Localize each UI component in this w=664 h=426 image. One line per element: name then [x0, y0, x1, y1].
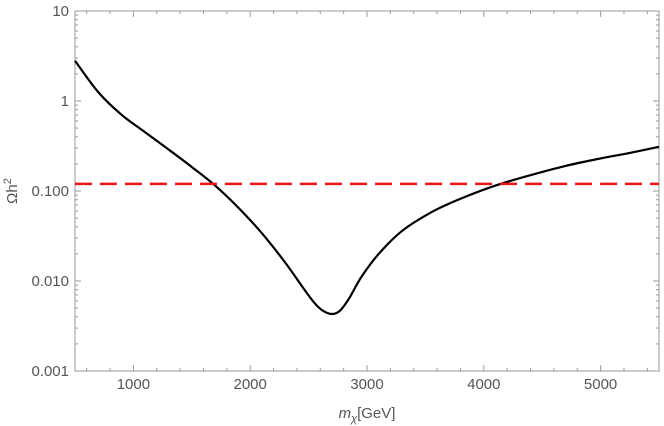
y-tick-label: 0.100: [31, 183, 69, 200]
y-tick-label: 0.001: [31, 363, 69, 380]
x-tick-label: 4000: [467, 376, 500, 393]
y-tick-label: 0.010: [31, 273, 69, 290]
relic-density-curve: [74, 60, 660, 316]
y-tick-label: 10: [52, 3, 69, 20]
y-tick-label: 1: [61, 93, 69, 110]
x-axis-label: mχ[GeV]: [339, 405, 396, 425]
y-axis-label: Ωh2: [2, 178, 21, 204]
x-tick-label: 1000: [117, 376, 150, 393]
series-layer: [74, 60, 660, 316]
x-axis-ticks: 1000 2000 3000 4000 5000: [86, 11, 648, 393]
x-tick-label: 5000: [584, 376, 617, 393]
y-axis-ticks: 0.001 0.010 0.100 1 10: [31, 3, 659, 380]
x-tick-label: 2000: [234, 376, 267, 393]
x-tick-label: 3000: [350, 376, 383, 393]
plot-frame: [74, 10, 660, 372]
